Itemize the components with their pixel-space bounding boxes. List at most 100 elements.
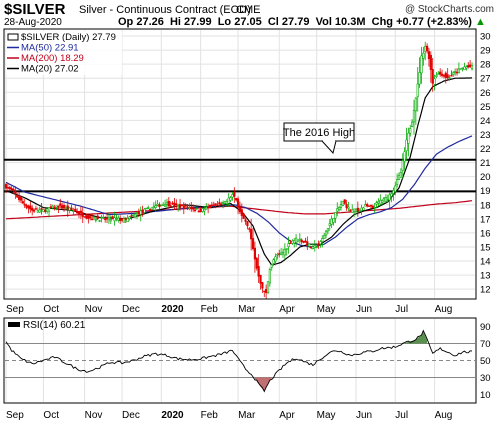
annotation-pointer xyxy=(321,140,337,155)
rsi-series xyxy=(5,329,473,393)
candle-body xyxy=(55,205,58,208)
candle-body xyxy=(92,216,96,219)
price-x-tick-label: Jun xyxy=(356,304,372,315)
volume-value: Vol 10.3M xyxy=(315,16,366,28)
candle-body xyxy=(291,240,294,244)
candle-body xyxy=(467,65,470,68)
candle-body xyxy=(311,246,315,249)
chart-header: $SILVER Silver - Continuous Contract (EO… xyxy=(0,0,500,34)
candle-body xyxy=(107,216,111,220)
candle-body xyxy=(343,199,346,204)
rsi-x-tick-label: Nov xyxy=(85,410,103,421)
candle xyxy=(448,74,451,81)
candle xyxy=(347,201,350,212)
candle xyxy=(79,206,82,219)
annotation-callout: The 2016 High xyxy=(283,122,355,155)
candle xyxy=(229,196,232,202)
candle xyxy=(98,220,101,223)
price-tick-label: 25 xyxy=(480,102,491,113)
candle-body xyxy=(117,217,120,221)
candle-body xyxy=(124,217,127,220)
candle-body xyxy=(21,201,24,204)
rsi-oversold-fill xyxy=(254,377,272,392)
candle xyxy=(70,204,73,211)
candle-body xyxy=(338,207,341,211)
candle xyxy=(109,215,112,224)
rsi-x-tick-label: Sep xyxy=(6,410,24,421)
candle xyxy=(96,214,99,221)
candle xyxy=(403,147,406,171)
candle-body xyxy=(102,216,105,219)
candle-body xyxy=(10,188,13,191)
candle-body xyxy=(248,228,251,230)
candle-body xyxy=(150,207,154,210)
rsi-x-tick-label: Apr xyxy=(279,410,295,421)
candle-body xyxy=(263,290,266,293)
candle xyxy=(94,216,97,223)
price-x-axis: Sep Oct Nov Dec 2020 Feb Mar Apr May Jun Jul Aug xyxy=(6,304,452,315)
candle-body xyxy=(390,193,393,197)
candle-body xyxy=(188,207,191,209)
candle-body xyxy=(253,247,257,260)
candle xyxy=(240,203,243,223)
candle-body xyxy=(354,209,358,212)
candle xyxy=(287,236,290,254)
price-tick-label: 22 xyxy=(480,144,491,155)
candle-body xyxy=(14,191,17,195)
candle-body xyxy=(162,204,165,206)
candle-body xyxy=(178,204,182,208)
candle-body xyxy=(384,197,388,202)
price-tick-label: 19 xyxy=(480,186,491,197)
candle-body xyxy=(334,212,337,219)
candle-body xyxy=(167,201,170,207)
candle-body xyxy=(321,237,324,242)
candle-body xyxy=(278,253,281,255)
candle-body xyxy=(145,207,148,210)
candle xyxy=(51,204,54,210)
candle-body xyxy=(61,205,64,209)
candle-body xyxy=(51,205,54,209)
candle-body xyxy=(377,201,380,204)
candle-body xyxy=(134,213,137,218)
rsi-x-tick-label: Dec xyxy=(122,410,140,421)
price-tick-label: 17 xyxy=(480,214,491,225)
candle-body xyxy=(165,202,169,205)
price-x-tick-label: Feb xyxy=(201,304,219,315)
candle xyxy=(19,195,23,204)
price-tick-label: 26 xyxy=(480,88,491,99)
rsi-x-tick-label: Jul xyxy=(395,410,408,421)
price-x-tick-label: 2020 xyxy=(161,304,184,315)
candle xyxy=(233,187,236,203)
rsi-gridlines xyxy=(5,319,475,402)
candle-body xyxy=(309,246,313,249)
rsi-x-axis: Sep Oct Nov Dec 2020 Feb Mar Apr May Jun Jul Aug xyxy=(6,410,452,421)
price-x-tick-label: Nov xyxy=(85,304,103,315)
candle-body xyxy=(332,218,335,223)
price-x-tick-label: Apr xyxy=(279,304,295,315)
candle-body xyxy=(27,205,30,209)
price-axis: 12 13 14 15 16 17 18 19 20 21 22 23 24 25 26 27 28 29 30 xyxy=(480,32,491,296)
candle xyxy=(420,46,423,84)
candle-body xyxy=(265,289,268,293)
candle xyxy=(425,43,429,54)
horizontal-levels xyxy=(4,158,476,193)
candle-body xyxy=(394,185,397,192)
candle-body xyxy=(158,204,161,208)
rsi-tick-label: 90 xyxy=(480,322,491,333)
candle xyxy=(255,256,258,271)
candle-body xyxy=(132,214,135,216)
candle-body xyxy=(64,207,67,209)
candle xyxy=(319,240,322,248)
candle-body xyxy=(274,256,277,262)
candle-body xyxy=(152,206,155,209)
candle xyxy=(143,207,146,214)
candle-body xyxy=(349,209,352,212)
candle xyxy=(394,181,397,196)
rsi-tick-label: 70 xyxy=(480,339,491,350)
candle-body xyxy=(246,221,249,227)
candle xyxy=(248,226,251,233)
candle xyxy=(339,200,343,211)
annotation-box xyxy=(283,122,355,142)
